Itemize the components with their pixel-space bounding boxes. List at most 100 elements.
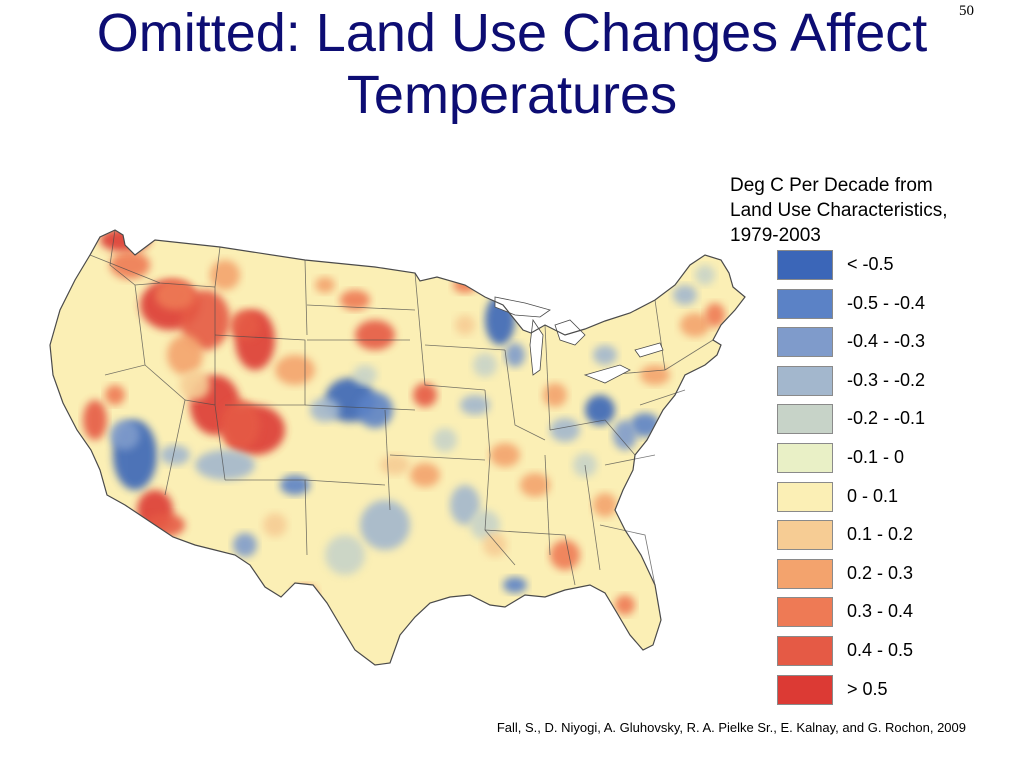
state-border-line	[414, 272, 486, 391]
temperature-patch	[195, 450, 255, 480]
legend-item: 0.4 - 0.5	[777, 636, 977, 670]
legend-swatch	[777, 520, 833, 551]
temperature-patch	[100, 230, 150, 252]
legend-swatch	[777, 674, 833, 705]
temperature-patch	[413, 383, 437, 407]
temperature-patch	[105, 385, 125, 405]
us-temperature-map	[45, 225, 765, 675]
temperature-patch	[220, 400, 260, 450]
state-border-line	[604, 454, 656, 466]
temperature-patch	[490, 443, 520, 467]
temperature-patch	[145, 513, 185, 537]
temperature-patch	[160, 445, 190, 465]
legend-label: 0.3 - 0.4	[847, 601, 914, 622]
lake	[583, 364, 631, 384]
legend-label: -0.5 - -0.4	[847, 292, 926, 313]
state-border-line	[584, 464, 601, 571]
temperature-patch	[450, 485, 480, 525]
state-border-line	[484, 389, 516, 566]
legend-item: -0.2 - -0.1	[777, 404, 977, 438]
state-border-line	[214, 246, 221, 288]
temperature-patch	[455, 315, 475, 335]
legend-title-line: 1979-2003	[730, 225, 821, 246]
legend-item: -0.4 - -0.3	[777, 327, 977, 361]
temperature-patch	[460, 395, 490, 415]
state-border-line	[304, 404, 416, 411]
temperature-patch	[293, 585, 317, 605]
temperature-patch	[360, 500, 410, 550]
slide-title: Omitted: Land Use Changes Affect Tempera…	[0, 2, 1024, 126]
legend-swatch	[777, 327, 833, 358]
map-svg	[49, 229, 746, 666]
temperature-patch	[505, 343, 525, 367]
temperature-patch	[230, 310, 260, 340]
temperature-patch	[593, 493, 617, 517]
legend-swatch	[777, 443, 833, 473]
state-border-line	[89, 254, 216, 288]
legend-label: > 0.5	[847, 678, 888, 699]
temperature-patch	[275, 355, 315, 385]
temperature-patch	[325, 535, 365, 575]
state-border-line	[424, 344, 506, 351]
lake	[529, 318, 544, 376]
temperature-patch	[680, 313, 710, 337]
page-number: 50	[959, 3, 974, 19]
state-border-line	[549, 419, 636, 456]
temperature-patch	[233, 533, 257, 557]
legend-swatch	[777, 404, 833, 435]
legend-swatch	[777, 636, 833, 666]
legend-swatch	[777, 365, 833, 396]
legend-item: -0.1 - 0	[777, 443, 977, 477]
temperature-patch	[263, 513, 287, 537]
legend-item: 0.1 - 0.2	[777, 520, 977, 554]
great-lakes	[494, 296, 664, 384]
legend-item: < -0.5	[777, 250, 977, 284]
temperature-patch	[705, 303, 725, 327]
legend-swatch	[777, 558, 833, 589]
temperature-patch	[355, 320, 395, 350]
state-border-line	[389, 454, 486, 461]
temperature-patch	[357, 392, 393, 428]
legend-item: -0.3 - -0.2	[777, 365, 977, 400]
legend-label: < -0.5	[847, 254, 894, 274]
state-border-line	[384, 409, 391, 511]
temperature-patch	[167, 335, 203, 375]
temperature-patch	[613, 420, 637, 450]
lake	[554, 319, 586, 346]
temperature-patch	[483, 533, 507, 557]
legend-title: Deg C Per Decade from Land Use Character…	[730, 173, 1010, 248]
temperature-patch	[340, 290, 370, 310]
legend-item: -0.5 - -0.4	[777, 288, 977, 323]
state-border-line	[109, 229, 161, 286]
temperature-patch	[615, 595, 635, 615]
state-border-line	[306, 304, 416, 311]
legend-item: > 0.5	[777, 674, 977, 709]
legend-item: 0.2 - 0.3	[777, 558, 977, 593]
slide-title-text: Omitted: Land Use Changes Affect Tempera…	[96, 3, 928, 125]
temperature-patch	[110, 420, 140, 450]
state-border-line	[544, 454, 551, 556]
temperature-patch	[550, 418, 580, 442]
legend-label: 0.1 - 0.2	[847, 524, 914, 545]
legend-title-line: Deg C Per Decade from	[730, 175, 933, 196]
state-border-line	[214, 334, 306, 406]
legend-label: 0.4 - 0.5	[847, 640, 914, 660]
state-border-line	[504, 349, 546, 441]
temperature-patch	[530, 275, 550, 295]
temperature-patch	[695, 265, 715, 285]
legend-swatch	[777, 597, 833, 628]
legend-item: 0.3 - 0.4	[777, 597, 977, 631]
temperature-patch	[673, 285, 697, 305]
state-border-line	[664, 339, 714, 371]
state-border-line	[654, 299, 666, 371]
legend-label: -0.4 - -0.3	[847, 331, 926, 352]
state-border-line	[544, 324, 551, 431]
temperature-patch	[410, 463, 440, 487]
legend-swatch	[777, 288, 833, 319]
temperature-patch	[315, 277, 335, 293]
temperature-patch	[353, 365, 377, 385]
temperature-patch	[520, 473, 550, 497]
legend-swatch	[777, 250, 833, 280]
legend-label: -0.3 - -0.2	[847, 369, 926, 390]
temperature-patch	[655, 565, 675, 585]
